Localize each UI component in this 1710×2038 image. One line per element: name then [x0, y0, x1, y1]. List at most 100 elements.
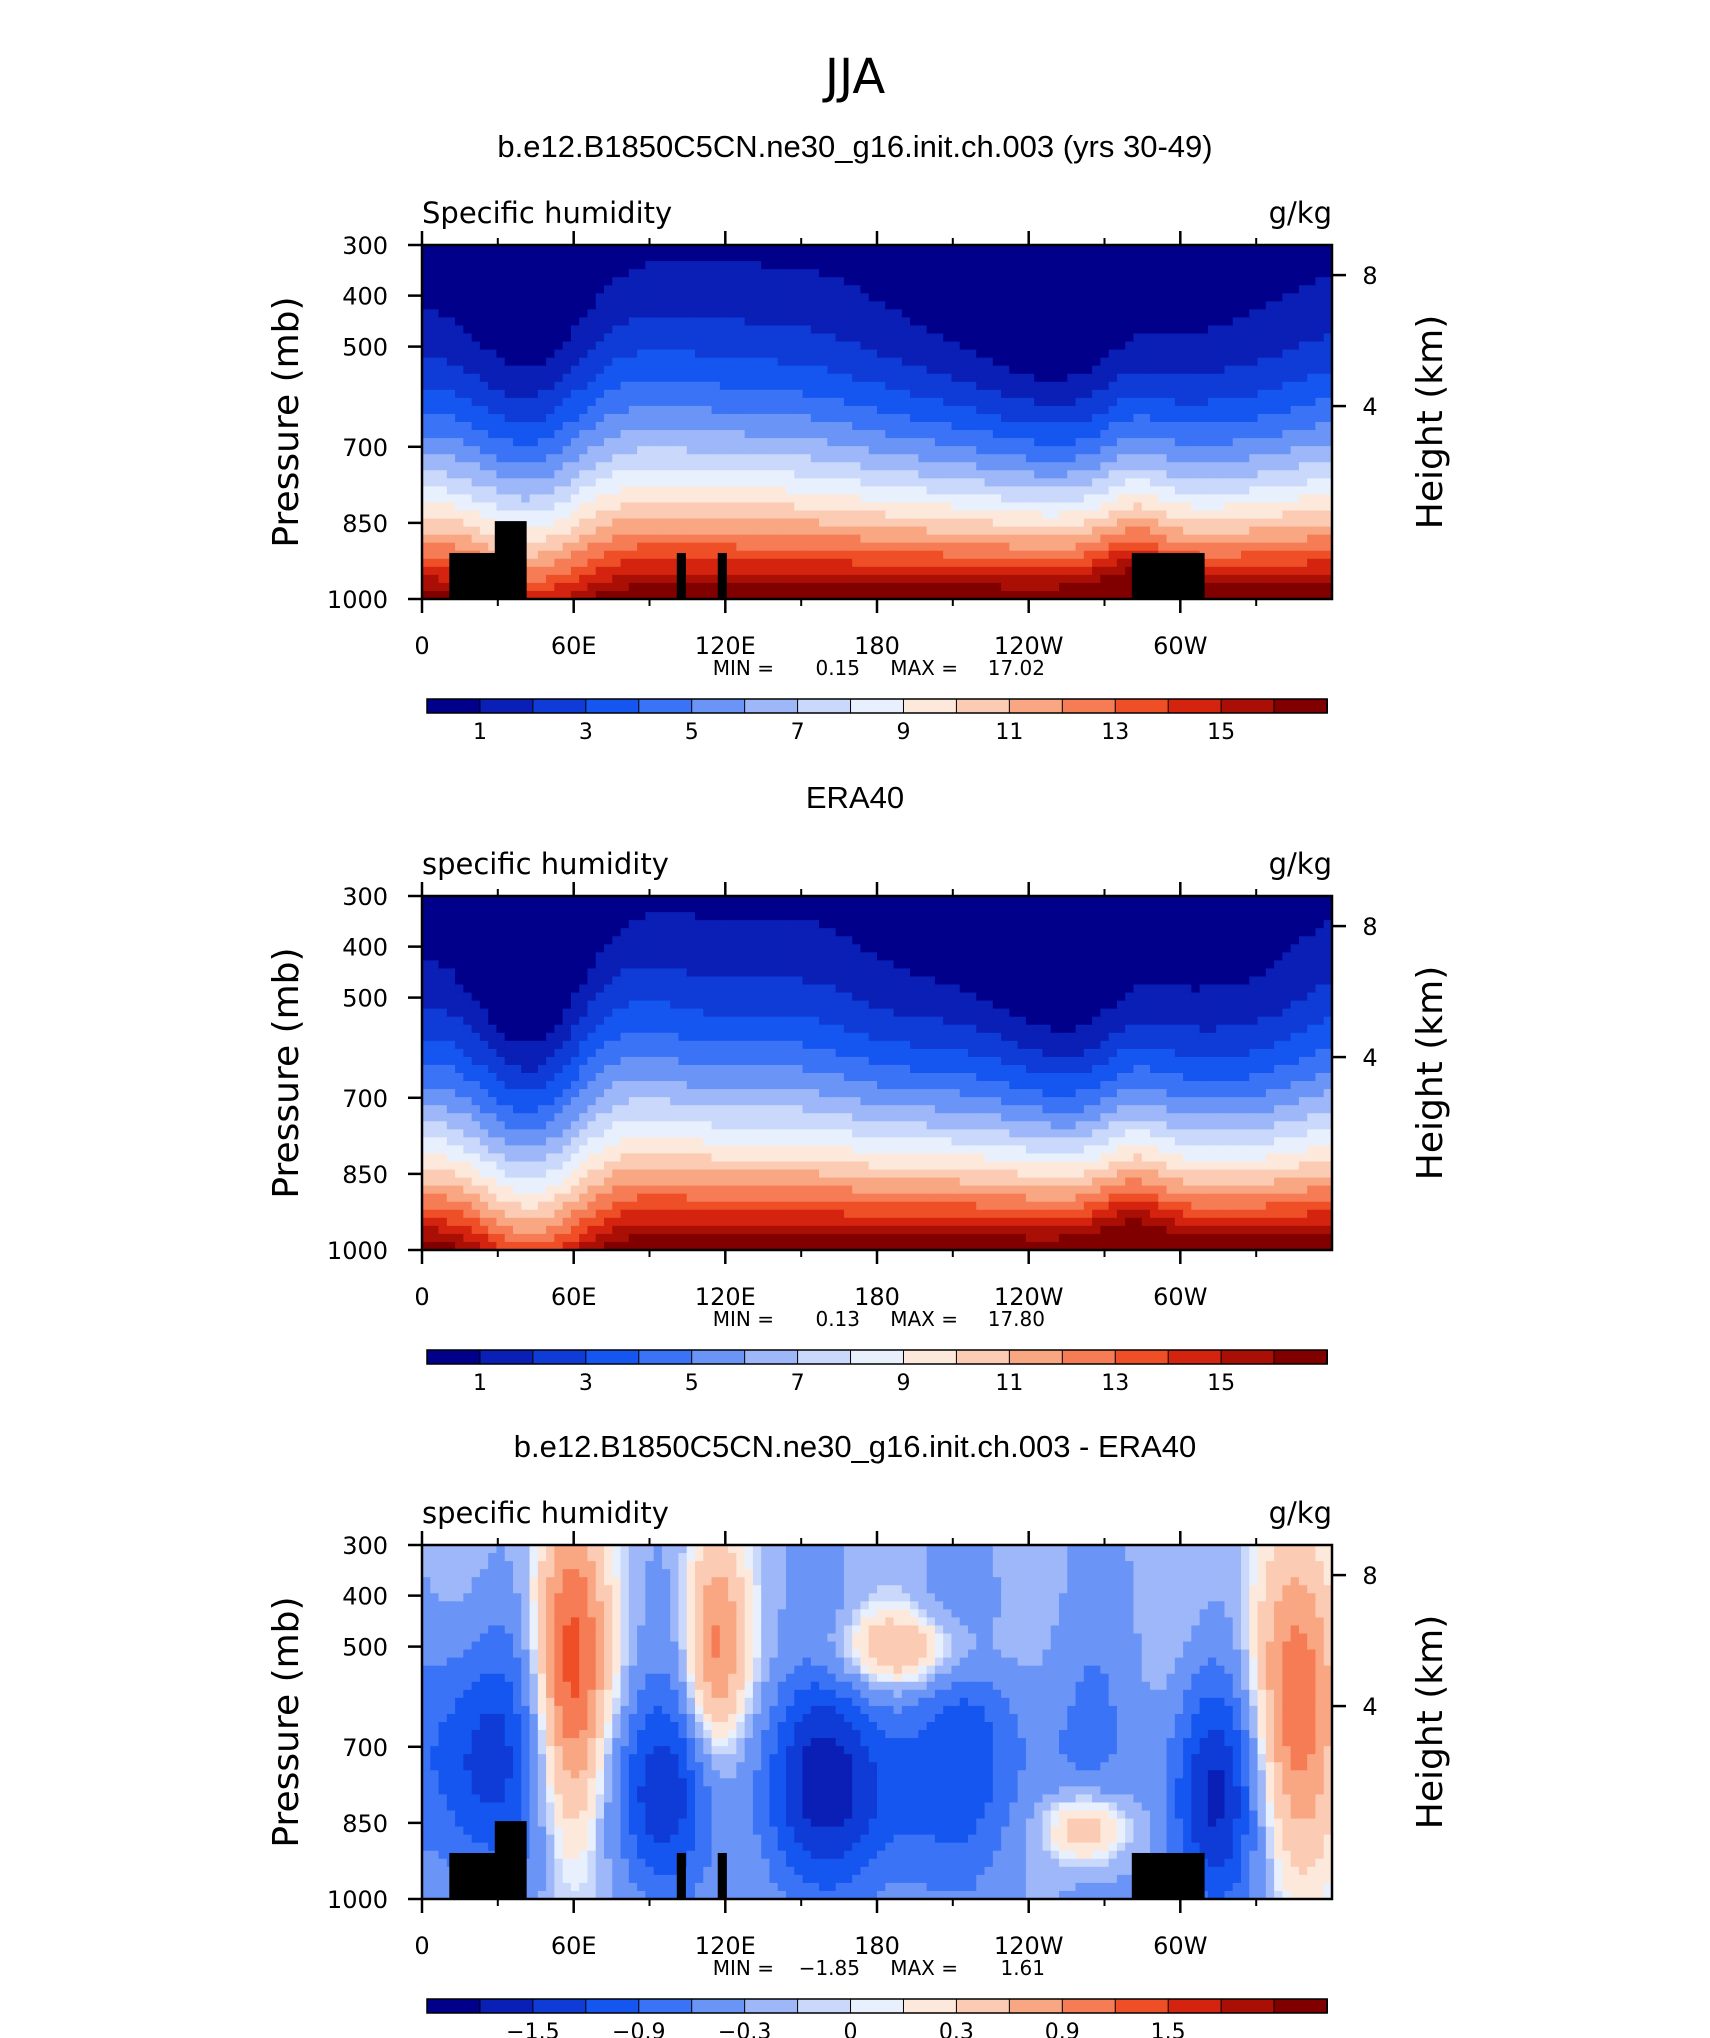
- contour-cell: [1183, 438, 1192, 447]
- contour-cell: [959, 365, 969, 375]
- contour-cell: [570, 542, 580, 552]
- contour-cell: [562, 590, 572, 600]
- contour-cell: [537, 301, 547, 310]
- contour-cell: [736, 253, 746, 262]
- contour-cell: [819, 333, 828, 343]
- contour-cell: [653, 446, 663, 455]
- contour-cell: [1307, 373, 1317, 383]
- contour-cell: [637, 478, 646, 487]
- contour-cell: [504, 462, 514, 471]
- contour-cell: [628, 389, 638, 399]
- contour-cell: [587, 365, 597, 375]
- contour-cell: [1241, 301, 1250, 310]
- contour-cell: [1191, 309, 1201, 319]
- contour-cell: [711, 446, 721, 455]
- contour-cell: [1092, 542, 1101, 552]
- contour-cell: [1232, 558, 1242, 568]
- contour-cell: [1183, 389, 1192, 399]
- contour-cell: [786, 566, 795, 576]
- contour-cell: [496, 325, 506, 335]
- contour-cell: [653, 534, 663, 544]
- contour-cell: [852, 349, 862, 359]
- contour-cell: [1075, 325, 1085, 335]
- contour-cell: [612, 550, 622, 560]
- contour-cell: [1315, 317, 1325, 327]
- contour-cell: [504, 293, 514, 302]
- contour-cell: [769, 470, 779, 479]
- contour-cell: [1224, 486, 1234, 496]
- contour-cell: [637, 582, 646, 592]
- contour-cell: [1001, 349, 1010, 359]
- contour-cell: [479, 430, 489, 439]
- contour-cell: [1108, 253, 1118, 262]
- contour-cell: [992, 582, 1002, 592]
- contour-cell: [1067, 301, 1077, 310]
- contour-cell: [562, 438, 572, 447]
- contour-cell: [645, 566, 655, 576]
- contour-cell: [926, 333, 936, 343]
- contour-cell: [910, 494, 919, 504]
- contour-cell: [794, 470, 804, 479]
- contour-cell: [678, 542, 688, 552]
- contour-cell: [769, 317, 779, 327]
- contour-cell: [661, 438, 671, 447]
- contour-cell: [1125, 494, 1135, 504]
- contour-cell: [579, 341, 589, 351]
- contour-cell: [661, 277, 671, 286]
- contour-cell: [678, 518, 688, 528]
- contour-cell: [1166, 261, 1176, 270]
- contour-cell: [943, 518, 953, 528]
- contour-cell: [926, 446, 936, 455]
- contour-cell: [446, 357, 456, 367]
- contour-cell: [1050, 413, 1060, 423]
- contour-cell: [653, 341, 663, 351]
- contour-cell: [934, 277, 944, 286]
- contour-cell: [695, 397, 704, 407]
- contour-cell: [446, 365, 456, 375]
- contour-cell: [711, 309, 721, 319]
- contour-cell: [1009, 542, 1019, 552]
- contour-cell: [1158, 478, 1168, 487]
- contour-cell: [910, 357, 919, 367]
- contour-cell: [877, 566, 886, 576]
- contour-cell: [604, 430, 613, 439]
- contour-cell: [810, 454, 820, 463]
- contour-cell: [1141, 381, 1151, 391]
- contour-cell: [901, 542, 911, 552]
- contour-cell: [951, 341, 961, 351]
- contour-cell: [1125, 438, 1135, 447]
- contour-cell: [637, 341, 646, 351]
- contour-cell: [827, 502, 837, 512]
- contour-cell: [554, 550, 564, 560]
- contour-cell: [488, 389, 498, 399]
- contour-cell: [1141, 309, 1151, 319]
- contour-cell: [637, 309, 646, 319]
- contour-cell: [1034, 558, 1044, 568]
- contour-cell: [1059, 317, 1068, 327]
- contour-cell: [744, 486, 754, 496]
- contour-cell: [719, 478, 729, 487]
- contour-cell: [1265, 478, 1275, 487]
- contour-cell: [744, 405, 754, 415]
- contour-cell: [926, 269, 936, 278]
- contour-cell: [537, 430, 547, 439]
- contour-cell: [1224, 462, 1234, 471]
- contour-cell: [769, 381, 779, 391]
- contour-cell: [1133, 317, 1143, 327]
- contour-cell: [943, 269, 953, 278]
- contour-cell: [868, 349, 878, 359]
- contour-cell: [719, 542, 729, 552]
- contour-cell: [984, 389, 994, 399]
- contour-cell: [1116, 470, 1126, 479]
- contour-cell: [827, 397, 837, 407]
- contour-cell: [1282, 510, 1292, 520]
- contour-cell: [455, 470, 464, 479]
- contour-cell: [653, 277, 663, 286]
- contour-cell: [1199, 261, 1209, 270]
- contour-cell: [570, 422, 580, 431]
- contour-cell: [521, 502, 531, 512]
- contour-cell: [678, 397, 688, 407]
- contour-cell: [852, 566, 862, 576]
- contour-cell: [852, 438, 862, 447]
- contour-cell: [1100, 285, 1110, 294]
